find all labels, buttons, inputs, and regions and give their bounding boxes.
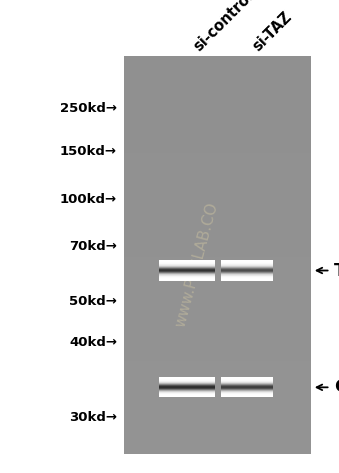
Text: 70kd→: 70kd→ bbox=[69, 240, 117, 253]
Text: 100kd→: 100kd→ bbox=[60, 193, 117, 206]
Text: www.PTGLAB.CO: www.PTGLAB.CO bbox=[173, 201, 221, 329]
Text: 30kd→: 30kd→ bbox=[69, 411, 117, 424]
Text: TAZ: TAZ bbox=[334, 262, 339, 280]
Text: 40kd→: 40kd→ bbox=[69, 336, 117, 350]
Text: 150kd→: 150kd→ bbox=[60, 145, 117, 158]
Text: 50kd→: 50kd→ bbox=[69, 295, 117, 307]
Text: 250kd→: 250kd→ bbox=[60, 102, 117, 115]
Text: si-control: si-control bbox=[191, 0, 257, 54]
Text: si-TAZ: si-TAZ bbox=[250, 9, 295, 54]
Text: GAPDH: GAPDH bbox=[334, 378, 339, 396]
